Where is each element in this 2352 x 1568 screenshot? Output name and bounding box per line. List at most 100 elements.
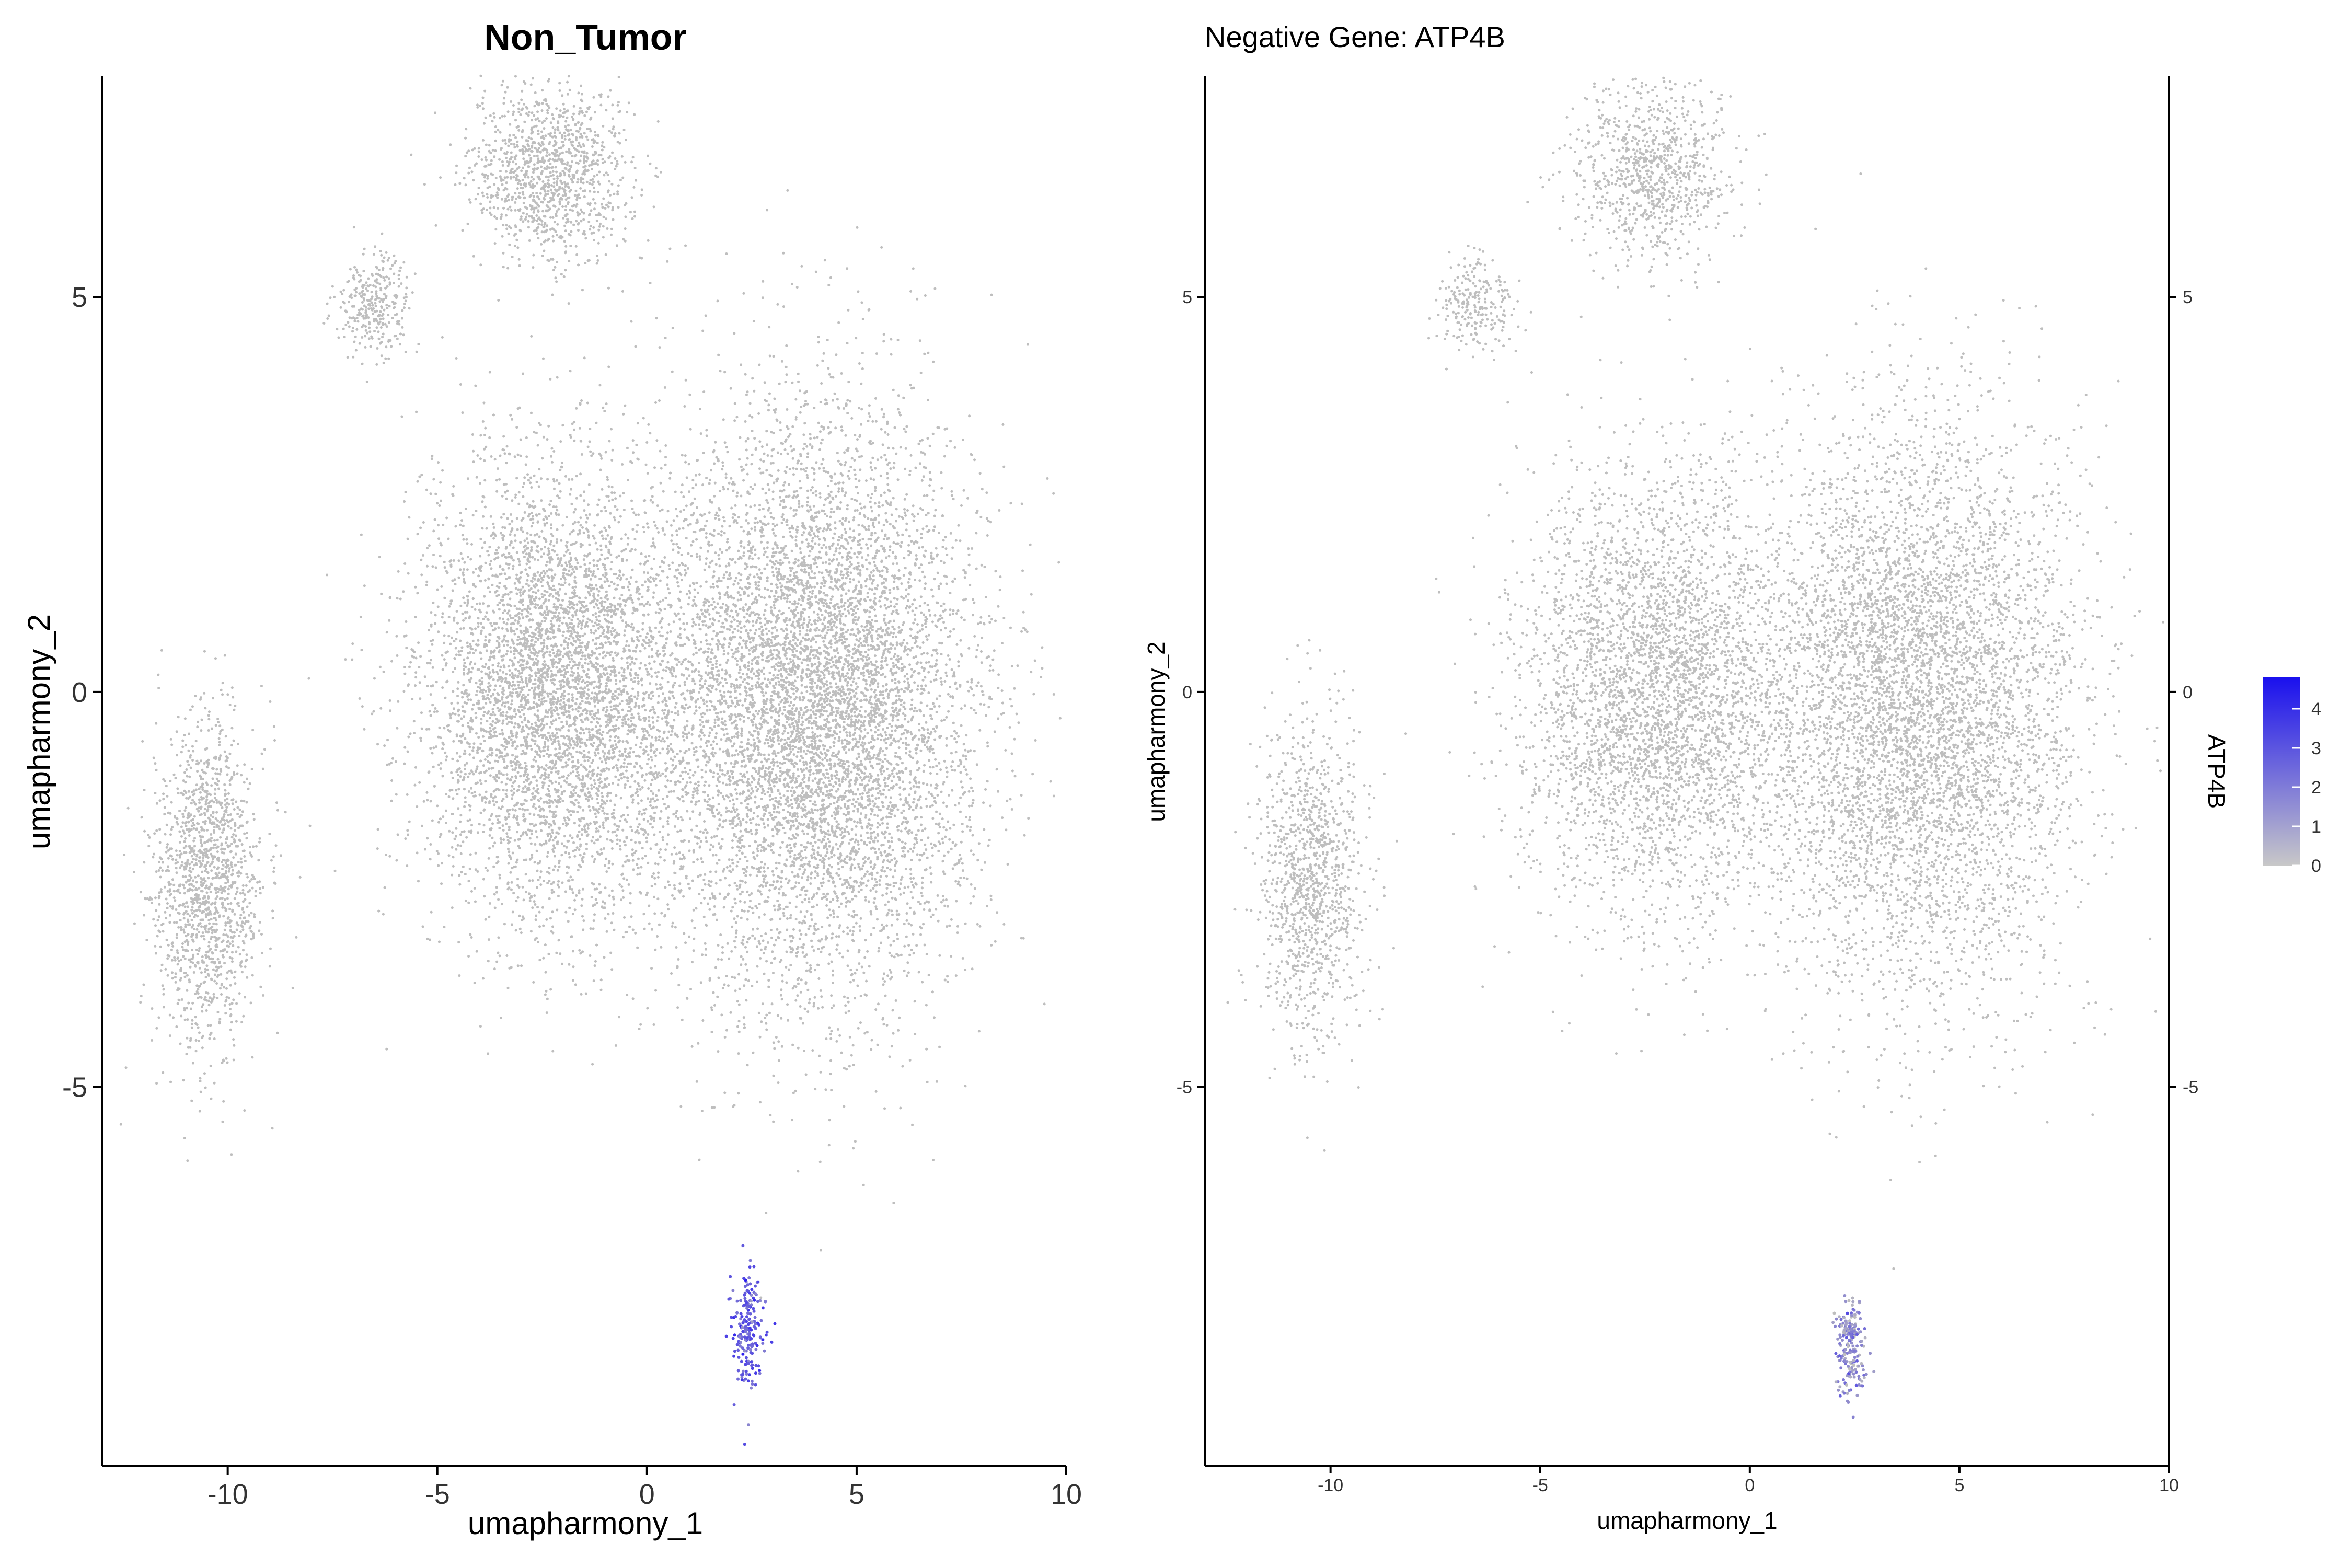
- expression-point: [1848, 1325, 1851, 1328]
- expression-point: [741, 1325, 744, 1329]
- expression-point: [1844, 1336, 1848, 1340]
- expression-point: [744, 1377, 747, 1381]
- legend-tick-label: 1: [2311, 817, 2321, 837]
- expression-point: [745, 1306, 749, 1310]
- expression-point: [743, 1349, 746, 1353]
- left-panel: Non_Tumor -10 -5 0 5 10 5 0 -5 umapharmony_1 u…: [21, 17, 1082, 1541]
- expression-point: [740, 1335, 744, 1339]
- legend-title: ATP4B: [2203, 734, 2230, 809]
- expression-point: [744, 1324, 747, 1328]
- expression-point: [733, 1333, 736, 1337]
- cluster-points-upper-left: [322, 226, 444, 383]
- expression-point: [1854, 1370, 1858, 1374]
- expression-point: [752, 1307, 755, 1310]
- expression-point: [1831, 1321, 1835, 1324]
- expression-point: [1852, 1364, 1856, 1367]
- expression-point: [750, 1288, 754, 1292]
- expression-point: [754, 1364, 758, 1367]
- expression-point: [1857, 1383, 1861, 1387]
- expression-point: [754, 1371, 757, 1375]
- expression-point: [750, 1386, 753, 1390]
- expression-point: [727, 1297, 731, 1301]
- expression-point: [1853, 1329, 1856, 1333]
- secondary-y-tick-label: 5: [2183, 287, 2193, 307]
- expression-point: [735, 1311, 739, 1315]
- expression-point: [764, 1333, 768, 1337]
- expression-point: [753, 1298, 756, 1302]
- cluster-points-left-arc: [1226, 639, 1398, 1152]
- expression-point: [1842, 1378, 1845, 1381]
- expression-point: [753, 1325, 757, 1329]
- expression-point: [729, 1275, 732, 1278]
- x-tick-label: -10: [1318, 1475, 1343, 1495]
- expression-point: [735, 1343, 739, 1346]
- legend-tick-label: 4: [2311, 699, 2321, 719]
- expression-point: [749, 1348, 752, 1352]
- right-secondary-y-ticks: 5 0 -5: [2169, 287, 2198, 1097]
- expression-point: [737, 1322, 741, 1326]
- x-tick-label: -10: [207, 1479, 248, 1510]
- expression-point: [746, 1362, 750, 1365]
- expression-point: [763, 1349, 766, 1353]
- expression-point: [1847, 1338, 1851, 1342]
- expression-point: [741, 1369, 745, 1373]
- expression-point: [747, 1333, 751, 1336]
- expression-point: [1858, 1378, 1862, 1381]
- expression-point: [1848, 1321, 1852, 1325]
- expression-point: [1854, 1383, 1858, 1387]
- expression-point: [740, 1378, 744, 1382]
- expression-point: [743, 1285, 747, 1288]
- expression-point: [1846, 1345, 1850, 1348]
- expression-point: [739, 1344, 742, 1348]
- expression-point: [736, 1377, 740, 1381]
- expression-point: [746, 1423, 750, 1427]
- expression-point: [1850, 1311, 1853, 1315]
- expression-point: [1842, 1334, 1845, 1338]
- expression-point: [1851, 1300, 1855, 1304]
- cluster-points-top: [410, 74, 687, 305]
- expression-point: [733, 1350, 736, 1353]
- expression-point: [1843, 1353, 1846, 1356]
- expression-point: [754, 1322, 757, 1326]
- expression-point: [747, 1322, 751, 1325]
- expression-point: [744, 1356, 748, 1359]
- expression-point: [758, 1371, 762, 1375]
- expression-point: [757, 1364, 760, 1368]
- expression-point: [743, 1303, 746, 1307]
- expression-point: [1853, 1356, 1857, 1359]
- expression-point: [1852, 1359, 1855, 1363]
- expression-point: [1846, 1342, 1850, 1346]
- expression-point: [731, 1336, 735, 1340]
- cluster-points-center: [1404, 303, 1888, 1055]
- expression-point: [1855, 1393, 1859, 1397]
- expression-point: [1841, 1321, 1845, 1325]
- expression-point: [1863, 1327, 1866, 1330]
- expression-point: [1844, 1323, 1848, 1327]
- expression-point: [750, 1299, 753, 1303]
- x-tick-label: 10: [1051, 1479, 1082, 1510]
- expression-point: [751, 1367, 754, 1370]
- expression-point: [736, 1348, 740, 1352]
- expression-point: [730, 1325, 733, 1329]
- expression-point: [1845, 1383, 1848, 1387]
- expression-point: [1848, 1367, 1851, 1370]
- expression-point: [743, 1318, 746, 1321]
- expression-point: [756, 1300, 759, 1304]
- expression-point: [1857, 1327, 1860, 1331]
- x-tick-label: 0: [1745, 1475, 1755, 1495]
- expression-point: [739, 1341, 742, 1344]
- expression-point: [1851, 1415, 1855, 1419]
- expression-point: [1847, 1372, 1850, 1375]
- expression-point: [747, 1373, 751, 1377]
- expression-point: [748, 1312, 752, 1316]
- expression-point: [1838, 1394, 1842, 1398]
- expression-point: [735, 1299, 739, 1303]
- expression-point: [745, 1336, 749, 1340]
- expression-point: [1837, 1388, 1840, 1392]
- y-tick-label: 0: [1182, 683, 1192, 702]
- expression-point: [749, 1343, 753, 1347]
- expression-point: [1835, 1317, 1838, 1321]
- expression-point: [1842, 1391, 1846, 1395]
- expression-point: [1853, 1323, 1857, 1327]
